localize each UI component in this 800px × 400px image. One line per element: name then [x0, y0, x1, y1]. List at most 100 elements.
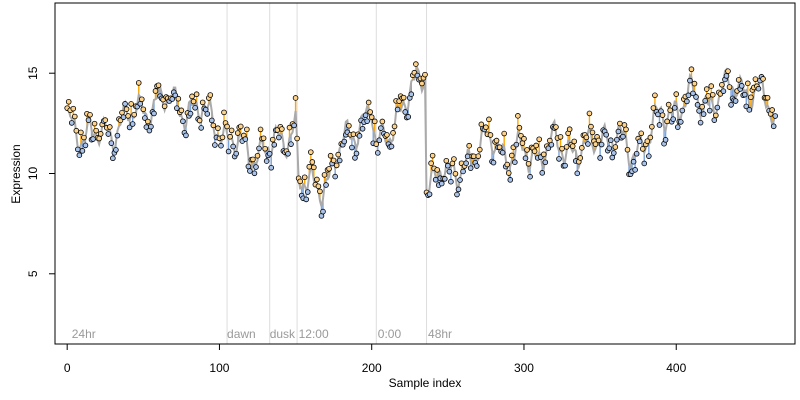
- point-11: [81, 134, 87, 141]
- point-265: [467, 165, 474, 171]
- point-415: [696, 108, 702, 114]
- point-204: [374, 150, 381, 156]
- point-423: [708, 83, 715, 89]
- point-242: [432, 176, 439, 183]
- point-8: [76, 152, 83, 159]
- point-335: [574, 170, 581, 177]
- point-349: [595, 137, 602, 144]
- point-393: [662, 137, 669, 143]
- point-207: [379, 118, 386, 125]
- point-350: [597, 155, 603, 161]
- point-170: [323, 182, 329, 188]
- point-357: [607, 137, 614, 144]
- point-424: [709, 91, 716, 98]
- point-82: [189, 93, 195, 100]
- x-tick-label-2: 200: [362, 361, 382, 375]
- point-102: [219, 134, 226, 141]
- point-103: [221, 109, 227, 116]
- point-287: [501, 130, 507, 137]
- point-164: [314, 176, 320, 183]
- point-412: [691, 80, 698, 87]
- point-411: [690, 90, 696, 97]
- point-131: [263, 158, 270, 164]
- point-188: [350, 131, 357, 138]
- point-87: [196, 117, 203, 124]
- annotation-5: 48hr: [428, 327, 452, 341]
- fitted-curve: [67, 65, 777, 207]
- point-97: [212, 142, 218, 148]
- point-112: [234, 130, 241, 136]
- point-418: [700, 111, 707, 117]
- point-38: [122, 101, 128, 107]
- point-198: [365, 99, 372, 106]
- point-165: [315, 183, 322, 190]
- point-446: [743, 103, 750, 110]
- point-447: [744, 80, 751, 87]
- point-360: [612, 144, 619, 150]
- point-325: [559, 145, 565, 152]
- point-10: [79, 148, 86, 154]
- point-379: [641, 160, 648, 167]
- point-374: [633, 150, 640, 157]
- point-162: [311, 164, 317, 171]
- point-3: [68, 120, 75, 126]
- point-435: [726, 84, 733, 90]
- point-295: [513, 141, 520, 148]
- point-19: [93, 127, 99, 134]
- point-434: [725, 68, 731, 74]
- point-233: [419, 80, 425, 87]
- point-358: [609, 154, 616, 161]
- point-226: [408, 91, 415, 97]
- point-361: [614, 136, 620, 143]
- point-108: [228, 127, 235, 134]
- point-168: [320, 208, 326, 215]
- point-297: [516, 124, 523, 131]
- point-262: [463, 160, 469, 166]
- y-axis-label: Expression: [9, 144, 23, 203]
- point-197: [364, 118, 370, 124]
- point-359: [611, 150, 617, 156]
- point-39: [123, 106, 130, 112]
- point-9: [78, 129, 84, 136]
- point-307: [531, 148, 538, 154]
- point-60: [155, 82, 162, 89]
- point-27: [105, 131, 112, 137]
- point-92: [204, 111, 211, 117]
- point-99: [215, 125, 221, 132]
- point-333: [571, 138, 578, 145]
- point-185: [346, 122, 352, 129]
- point-4: [70, 105, 77, 112]
- point-124: [253, 164, 259, 170]
- point-376: [636, 138, 643, 145]
- point-72: [174, 105, 180, 111]
- point-250: [445, 162, 451, 169]
- point-196: [362, 112, 369, 119]
- point-398: [670, 116, 676, 122]
- point-213: [388, 143, 395, 150]
- point-368: [624, 146, 631, 153]
- point-257: [455, 186, 462, 193]
- point-75: [178, 107, 185, 114]
- point-173: [327, 152, 334, 159]
- point-177: [333, 162, 340, 169]
- point-58: [152, 88, 159, 94]
- point-239: [428, 160, 434, 166]
- point-190: [353, 150, 360, 157]
- point-408: [685, 92, 692, 99]
- point-318: [548, 141, 555, 148]
- point-146: [286, 124, 293, 131]
- point-378: [639, 146, 646, 152]
- point-150: [292, 95, 299, 101]
- point-36: [119, 109, 125, 116]
- point-22: [97, 131, 104, 137]
- point-222: [402, 109, 409, 115]
- point-410: [688, 66, 695, 73]
- point-88: [198, 125, 204, 131]
- point-413: [693, 94, 699, 100]
- point-400: [673, 91, 680, 97]
- point-130: [262, 145, 268, 152]
- point-37: [120, 114, 127, 120]
- point-425: [711, 117, 718, 123]
- point-327: [562, 162, 568, 169]
- point-178: [335, 151, 342, 158]
